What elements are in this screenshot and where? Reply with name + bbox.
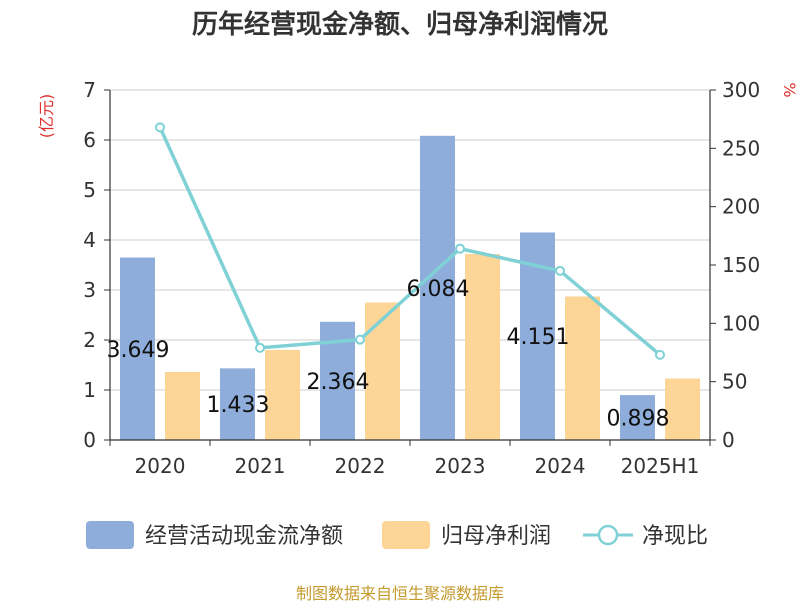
net-profit-bar — [265, 350, 300, 440]
ratio-point — [555, 265, 565, 276]
legend-label-cashflow: 经营活动现金流净额 — [145, 524, 343, 549]
left-tick-label: 1 — [83, 378, 96, 402]
cashflow-data-label: 0.898 — [607, 407, 670, 432]
net-profit-bar — [165, 372, 200, 440]
left-tick-label: 4 — [83, 228, 96, 252]
net-profit-bar — [465, 254, 500, 440]
x-tick-label: 2021 — [235, 454, 286, 478]
net-profit-bar — [365, 302, 400, 440]
legend-swatch-net-profit — [382, 521, 430, 549]
ratio-point — [655, 349, 665, 360]
left-tick-label: 7 — [83, 78, 96, 102]
gridlines — [110, 89, 710, 391]
x-tick-label: 2022 — [335, 454, 386, 478]
line-series — [155, 122, 665, 360]
cashflow-bar — [420, 135, 455, 441]
right-tick-label: 50 — [722, 370, 747, 394]
legend-label-ratio: 净现比 — [642, 524, 708, 549]
legend-marker-ratio — [597, 524, 619, 546]
right-tick-label: 200 — [722, 195, 760, 219]
left-tick-label: 0 — [83, 428, 96, 452]
left-tick-label: 3 — [83, 278, 96, 302]
net-profit-bar — [665, 378, 700, 440]
cashflow-bar — [120, 257, 155, 440]
cashflow-bar — [220, 368, 255, 440]
cashflow-data-label: 6.084 — [407, 277, 470, 302]
ratio-point — [255, 342, 265, 353]
legend: 经营活动现金流净额 归母净利润 净现比 — [86, 521, 708, 549]
chart-title: 历年经营现金净额、归母净利润情况 — [191, 10, 608, 40]
net-profit-bar — [565, 296, 600, 440]
ratio-point — [455, 243, 465, 254]
legend-label-net-profit: 归母净利润 — [441, 524, 551, 549]
left-tick-label: 6 — [83, 128, 96, 152]
right-tick-label: 100 — [722, 311, 760, 335]
left-tick-label: 5 — [83, 178, 96, 202]
x-tick-label: 2024 — [535, 454, 586, 478]
ratio-point — [355, 334, 365, 345]
cashflow-data-label: 1.433 — [207, 393, 270, 418]
axes: 0 1 2 3 4 5 6 7 0 50 100 150 200 250 300 (亿元)% 2020 2021 2… — [37, 78, 799, 478]
legend-swatch-cashflow — [86, 521, 134, 549]
ratio-line — [158, 126, 662, 357]
right-tick-label: 250 — [722, 136, 760, 160]
right-tick-label: 0 — [722, 428, 735, 452]
cashflow-bar — [620, 395, 655, 440]
right-axis-unit: % — [780, 82, 799, 97]
data-labels: 3.649 1.433 2.364 6.084 4.151 0.898 — [107, 277, 670, 432]
source-note: 制图数据来自恒生聚源数据库 — [295, 584, 504, 603]
left-axis-unit: (亿元) — [37, 94, 56, 139]
ratio-point — [155, 122, 165, 133]
right-tick-label: 150 — [722, 253, 760, 277]
left-tick-label: 2 — [83, 328, 96, 352]
x-tick-label: 2020 — [135, 454, 186, 478]
bars — [120, 135, 700, 441]
cashflow-data-label: 3.649 — [107, 338, 170, 363]
cashflow-data-label: 2.364 — [307, 370, 370, 395]
right-tick-label: 300 — [722, 78, 760, 102]
cashflow-data-label: 4.151 — [507, 325, 570, 350]
x-tick-label: 2025H1 — [621, 454, 700, 478]
x-tick-label: 2023 — [435, 454, 486, 478]
